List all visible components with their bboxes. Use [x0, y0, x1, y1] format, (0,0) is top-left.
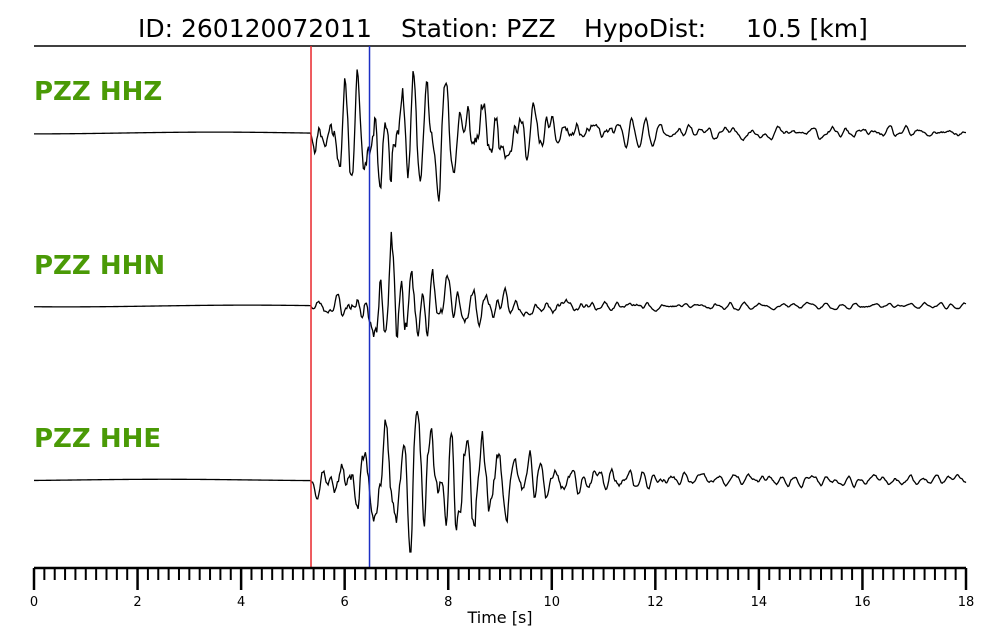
x-axis-label: Time [s]	[466, 608, 532, 627]
chart-title-station: Station: PZZ	[401, 14, 556, 43]
trace-pzz-hhe	[33, 410, 967, 553]
channel-label-pzz-hhe: PZZ HHE	[34, 424, 161, 454]
tick-label: 18	[958, 595, 975, 610]
time-axis-ticks: 0 2 4 6 8 10 12 14 16 18	[30, 568, 974, 610]
tick-label: 14	[751, 595, 768, 610]
traces-layer	[33, 69, 967, 553]
picks-layer	[310, 46, 371, 568]
tick-label: 2	[133, 595, 141, 610]
tick-label: 6	[341, 595, 349, 610]
channel-labels-layer: PZZ HHZ PZZ HHN PZZ HHE	[34, 77, 165, 454]
chart-title-id: ID: 260120072011	[138, 14, 372, 43]
tick-label: 8	[444, 595, 452, 610]
tick-label: 16	[854, 595, 871, 610]
trace-pzz-hhz	[34, 69, 967, 202]
channel-label-pzz-hhz: PZZ HHZ	[34, 77, 162, 107]
tick-label: 0	[30, 595, 38, 610]
channel-label-pzz-hhn: PZZ HHN	[34, 251, 165, 281]
tick-label: 10	[544, 595, 561, 610]
chart-title-hypodist: HypoDist: 10.5 [km]	[584, 14, 868, 43]
tick-label: 12	[647, 595, 664, 610]
trace-pzz-hhn	[33, 231, 967, 339]
tick-label: 4	[237, 595, 245, 610]
